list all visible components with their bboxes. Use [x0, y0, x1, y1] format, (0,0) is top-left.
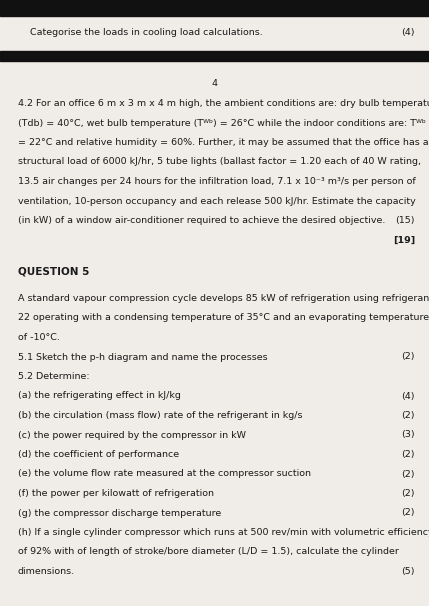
Text: (15): (15): [396, 216, 415, 225]
Text: (2): (2): [402, 470, 415, 479]
Text: 4.2 For an office 6 m x 3 m x 4 m high, the ambient conditions are: dry bulb tem: 4.2 For an office 6 m x 3 m x 4 m high, …: [18, 99, 429, 108]
Text: of -10°C.: of -10°C.: [18, 333, 60, 342]
Text: QUESTION 5: QUESTION 5: [18, 267, 89, 277]
Text: ventilation, 10-person occupancy and each release 500 kJ/hr. Estimate the capaci: ventilation, 10-person occupancy and eac…: [18, 196, 416, 205]
Text: (2): (2): [402, 353, 415, 362]
Text: A standard vapour compression cycle develops 85 kW of refrigeration using refrig: A standard vapour compression cycle deve…: [18, 294, 429, 303]
Text: Categorise the loads in cooling load calculations.: Categorise the loads in cooling load cal…: [18, 28, 263, 37]
Text: (4): (4): [402, 391, 415, 401]
Text: [19]: [19]: [393, 236, 415, 244]
Text: structural load of 6000 kJ/hr, 5 tube lights (ballast factor = 1.20 each of 40 W: structural load of 6000 kJ/hr, 5 tube li…: [18, 158, 421, 167]
Text: 13.5 air changes per 24 hours for the infiltration load, 7.1 x 10⁻³ m³/s per per: 13.5 air changes per 24 hours for the in…: [18, 177, 416, 186]
Text: dimensions.: dimensions.: [18, 567, 75, 576]
Text: (h) If a single cylinder compressor which runs at 500 rev/min with volumetric ef: (h) If a single cylinder compressor whic…: [18, 528, 429, 537]
Text: (Tdb) = 40°C, wet bulb temperature (Tᵂᵇ) = 26°C while the indoor conditions are:: (Tdb) = 40°C, wet bulb temperature (Tᵂᵇ)…: [18, 119, 426, 127]
Text: 5.1 Sketch the p-h diagram and name the processes: 5.1 Sketch the p-h diagram and name the …: [18, 353, 268, 362]
Text: (in kW) of a window air-conditioner required to achieve the desired objective.: (in kW) of a window air-conditioner requ…: [18, 216, 385, 225]
Text: (3): (3): [402, 430, 415, 439]
Text: = 22°C and relative humidity = 60%. Further, it may be assumed that the office h: = 22°C and relative humidity = 60%. Furt…: [18, 138, 429, 147]
Text: (5): (5): [402, 567, 415, 576]
Text: (2): (2): [402, 411, 415, 420]
Text: 22 operating with a condensing temperature of 35°C and an evaporating temperatur: 22 operating with a condensing temperatu…: [18, 313, 429, 322]
Text: (2): (2): [402, 450, 415, 459]
Text: (4): (4): [402, 28, 415, 37]
Text: (f) the power per kilowatt of refrigeration: (f) the power per kilowatt of refrigerat…: [18, 489, 214, 498]
Text: 4: 4: [211, 79, 217, 88]
Text: (b) the circulation (mass flow) rate of the refrigerant in kg/s: (b) the circulation (mass flow) rate of …: [18, 411, 302, 420]
Text: (g) the compressor discharge temperature: (g) the compressor discharge temperature: [18, 508, 221, 518]
Text: of 92% with of length of stroke/bore diameter (L/D = 1.5), calculate the cylinde: of 92% with of length of stroke/bore dia…: [18, 547, 399, 556]
Text: (2): (2): [402, 508, 415, 518]
Text: (d) the coefficient of performance: (d) the coefficient of performance: [18, 450, 179, 459]
Text: (c) the power required by the compressor in kW: (c) the power required by the compressor…: [18, 430, 246, 439]
Bar: [0, 51, 429, 61]
Text: (a) the refrigerating effect in kJ/kg: (a) the refrigerating effect in kJ/kg: [18, 391, 181, 401]
Text: (2): (2): [402, 489, 415, 498]
Text: 5.2 Determine:: 5.2 Determine:: [18, 372, 90, 381]
Text: (e) the volume flow rate measured at the compressor suction: (e) the volume flow rate measured at the…: [18, 470, 311, 479]
Bar: [0, 0, 429, 16]
